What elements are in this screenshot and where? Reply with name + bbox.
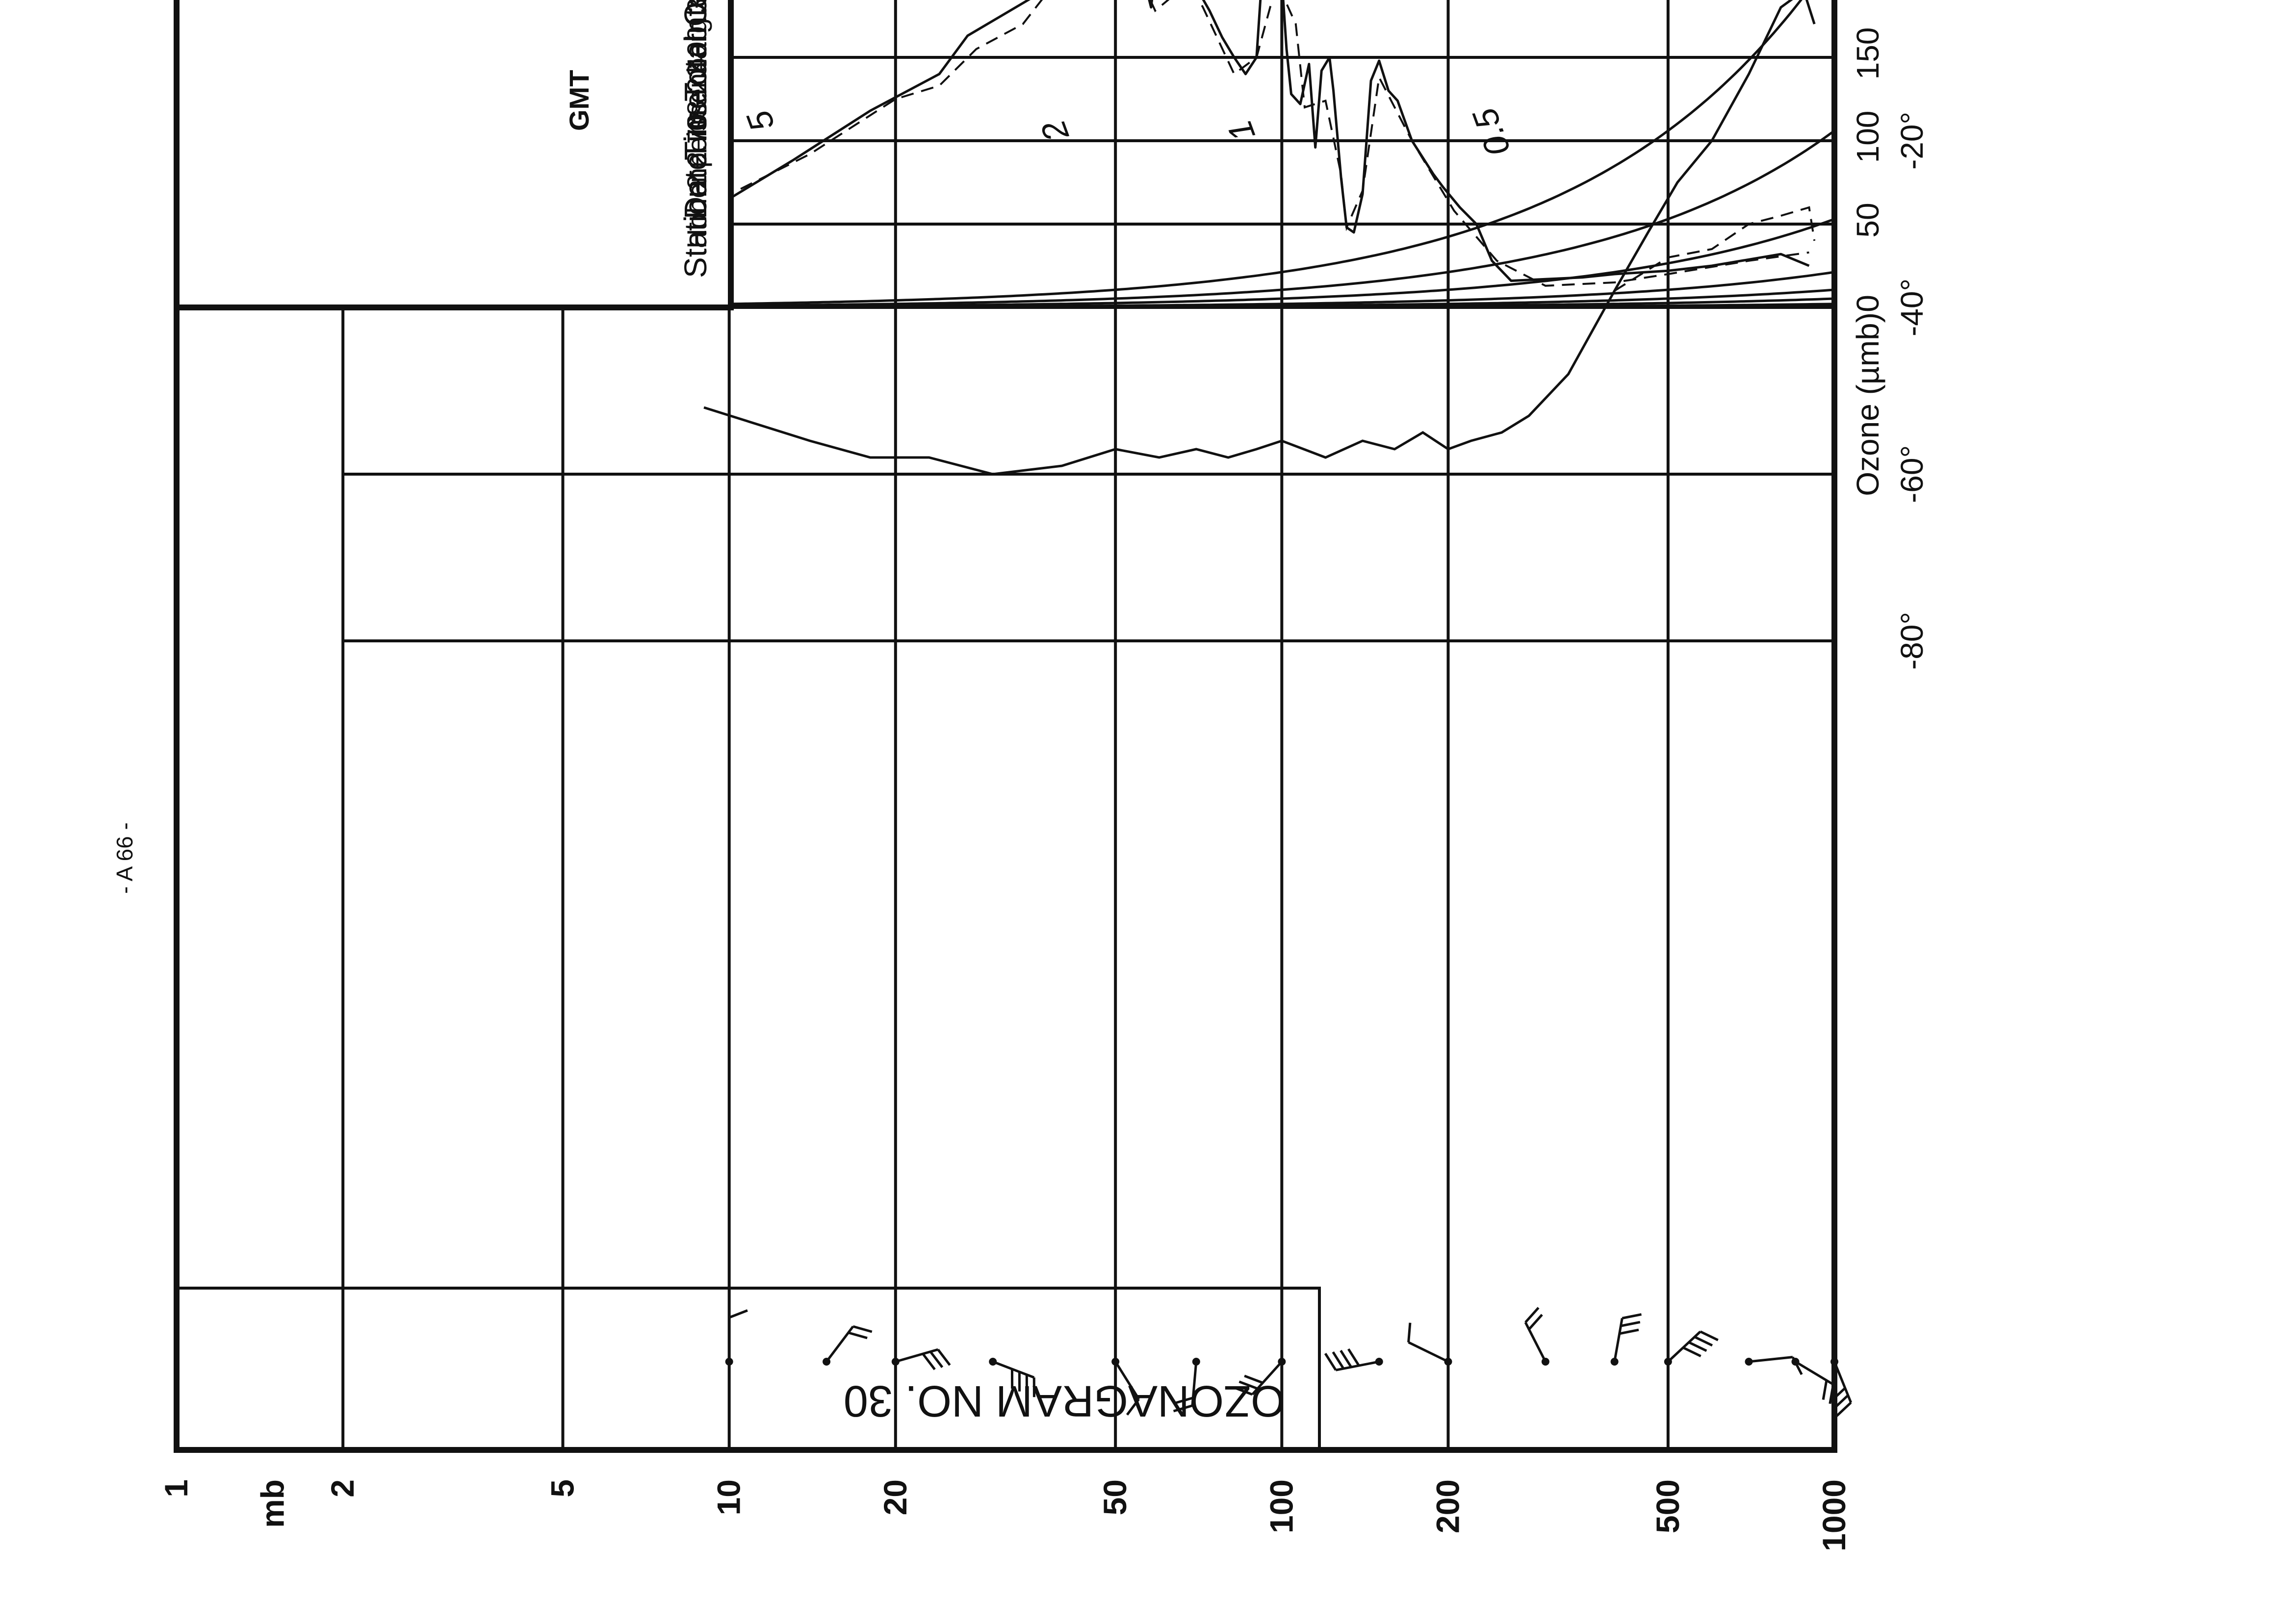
pressure-tick-label: 1000	[1816, 1479, 1852, 1551]
wind-barb	[1409, 1323, 1452, 1366]
wind-barb	[1611, 1315, 1642, 1366]
pressure-tick-label: 10	[711, 1479, 747, 1515]
pressure-tick-label: 20	[877, 1479, 913, 1515]
page-header: - A 66 -	[112, 822, 137, 894]
pressure-tick-label: 5	[544, 1479, 581, 1497]
integrated-ozone-value: 355 / 347	[681, 0, 712, 13]
wind-barb	[1791, 1358, 1833, 1404]
wind-barb	[892, 1349, 950, 1370]
pressure-tick-label: 1	[158, 1479, 194, 1497]
wind-barb	[823, 1326, 872, 1366]
temperature-tick-label: -40°	[1894, 279, 1930, 336]
ozone-axis-label: Ozone (µmb)	[1850, 312, 1885, 496]
temperature-tick-label: -80°	[1894, 612, 1930, 670]
time-unit: GMT	[564, 70, 594, 131]
pressure-tick-label: 50	[1097, 1479, 1133, 1515]
station-info-box	[177, 0, 731, 307]
mixing-ratio-label: 0.5	[1465, 102, 1518, 161]
mixing-ratio-label: 5	[739, 105, 782, 136]
ozone-tick-label: 0	[1850, 295, 1885, 312]
pressure-tick-label: 200	[1429, 1479, 1466, 1533]
pressure-tick-label: 100	[1263, 1479, 1299, 1533]
chart-title: OZONAGRAM NO. 30	[844, 1376, 1285, 1425]
pressure-tick-label: 2	[324, 1479, 361, 1497]
wind-barb	[1525, 1308, 1549, 1366]
ozone-tick-label: 50	[1850, 203, 1885, 237]
ozone-tick-label: 100	[1850, 111, 1885, 163]
wind-barb	[725, 1311, 747, 1366]
temperature-tick-label: -20°	[1894, 112, 1930, 170]
pressure-tick-label: 500	[1650, 1479, 1686, 1533]
temperature-profile-line	[704, 0, 1814, 474]
ozone-tick-label: 150	[1850, 27, 1885, 80]
temperature-tick-label: -60°	[1894, 445, 1930, 503]
pressure-axis-label: mb	[254, 1479, 290, 1528]
wind-barb	[1664, 1332, 1718, 1366]
wind-barb	[1325, 1349, 1383, 1370]
